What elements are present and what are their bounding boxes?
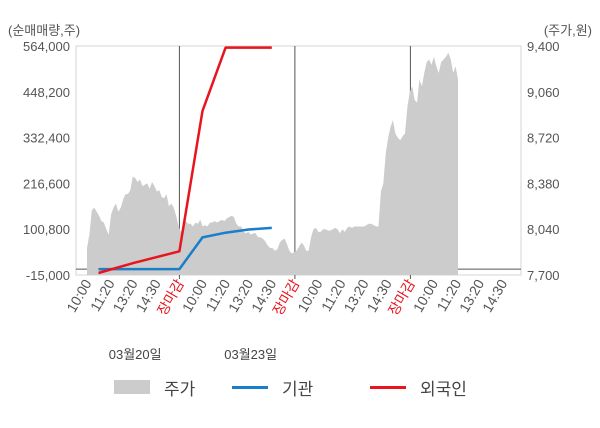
right-tick-label: 7,700 bbox=[527, 268, 560, 283]
legend-swatch-foreigner bbox=[370, 385, 406, 389]
date-label: 03월20일 bbox=[109, 347, 162, 362]
right-tick-label: 9,060 bbox=[527, 85, 560, 100]
left-y-axis: 564,000 448,200 332,400 216,600 100,800 -15,0… bbox=[23, 39, 70, 283]
net-buy-lines-layer bbox=[98, 46, 272, 275]
trading-chart: (순매매량,주) (주가,원) 564,000 448,200 332,400 216… bbox=[8, 23, 592, 362]
price-area-layer bbox=[87, 52, 458, 275]
x-tick-label: 10:00 bbox=[410, 276, 441, 315]
left-tick-label: 332,400 bbox=[23, 131, 70, 146]
left-tick-label: 216,600 bbox=[23, 176, 70, 191]
foreigner-line bbox=[98, 46, 272, 275]
date-label: 03월23일 bbox=[224, 347, 277, 362]
date-labels: 03월20일 03월23일 bbox=[109, 347, 277, 362]
legend-swatch-price bbox=[114, 380, 150, 394]
right-tick-label: 8,720 bbox=[527, 131, 560, 146]
price-area bbox=[87, 52, 458, 275]
right-tick-label: 8,380 bbox=[527, 176, 560, 191]
right-tick-label: 9,400 bbox=[527, 39, 560, 54]
right-tick-label: 8,040 bbox=[527, 222, 560, 237]
legend-item-price: 주가 bbox=[114, 372, 195, 402]
left-tick-label: 564,000 bbox=[23, 39, 70, 54]
legend-item-foreigner: 외국인 bbox=[370, 372, 467, 402]
legend: 주가 기관 외국인 bbox=[0, 372, 600, 402]
right-y-axis: 9,400 9,060 8,720 8,380 8,040 7,700 bbox=[527, 39, 560, 283]
legend-item-institution: 기관 bbox=[232, 372, 313, 402]
institution-line bbox=[98, 226, 272, 271]
legend-swatch-institution bbox=[232, 385, 268, 389]
left-tick-label: 100,800 bbox=[23, 222, 70, 237]
right-axis-unit: (주가,원) bbox=[544, 23, 592, 38]
x-tick-label: 10:00 bbox=[179, 276, 210, 315]
left-tick-label: -15,000 bbox=[26, 268, 70, 283]
x-axis: 10:0011:2013:2014:30장마감10:0011:2013:2014… bbox=[63, 276, 510, 318]
legend-label-foreigner: 외국인 bbox=[420, 379, 467, 399]
left-tick-label: 448,200 bbox=[23, 85, 70, 100]
legend-label-institution: 기관 bbox=[282, 379, 314, 399]
legend-label-price: 주가 bbox=[164, 379, 196, 399]
x-tick-label: 14:30 bbox=[479, 276, 510, 315]
x-tick-label: 10:00 bbox=[294, 276, 325, 315]
left-axis-unit: (순매매량,주) bbox=[8, 23, 80, 38]
